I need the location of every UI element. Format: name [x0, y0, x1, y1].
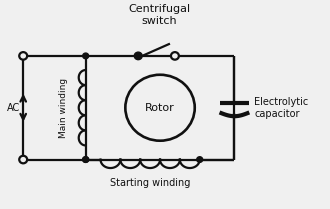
- Text: Electrolytic
capacitor: Electrolytic capacitor: [254, 97, 309, 119]
- Circle shape: [83, 157, 89, 162]
- Circle shape: [83, 53, 89, 59]
- Circle shape: [171, 52, 179, 60]
- Circle shape: [19, 156, 27, 163]
- Text: Starting winding: Starting winding: [110, 178, 190, 188]
- Text: Main winding: Main winding: [59, 78, 68, 138]
- Circle shape: [197, 157, 203, 162]
- Circle shape: [125, 75, 195, 141]
- Text: AC: AC: [7, 103, 20, 113]
- Circle shape: [19, 52, 27, 60]
- Circle shape: [134, 52, 142, 60]
- Text: Rotor: Rotor: [145, 103, 175, 113]
- Circle shape: [83, 157, 89, 162]
- Text: Centrifugal
switch: Centrifugal switch: [128, 4, 191, 26]
